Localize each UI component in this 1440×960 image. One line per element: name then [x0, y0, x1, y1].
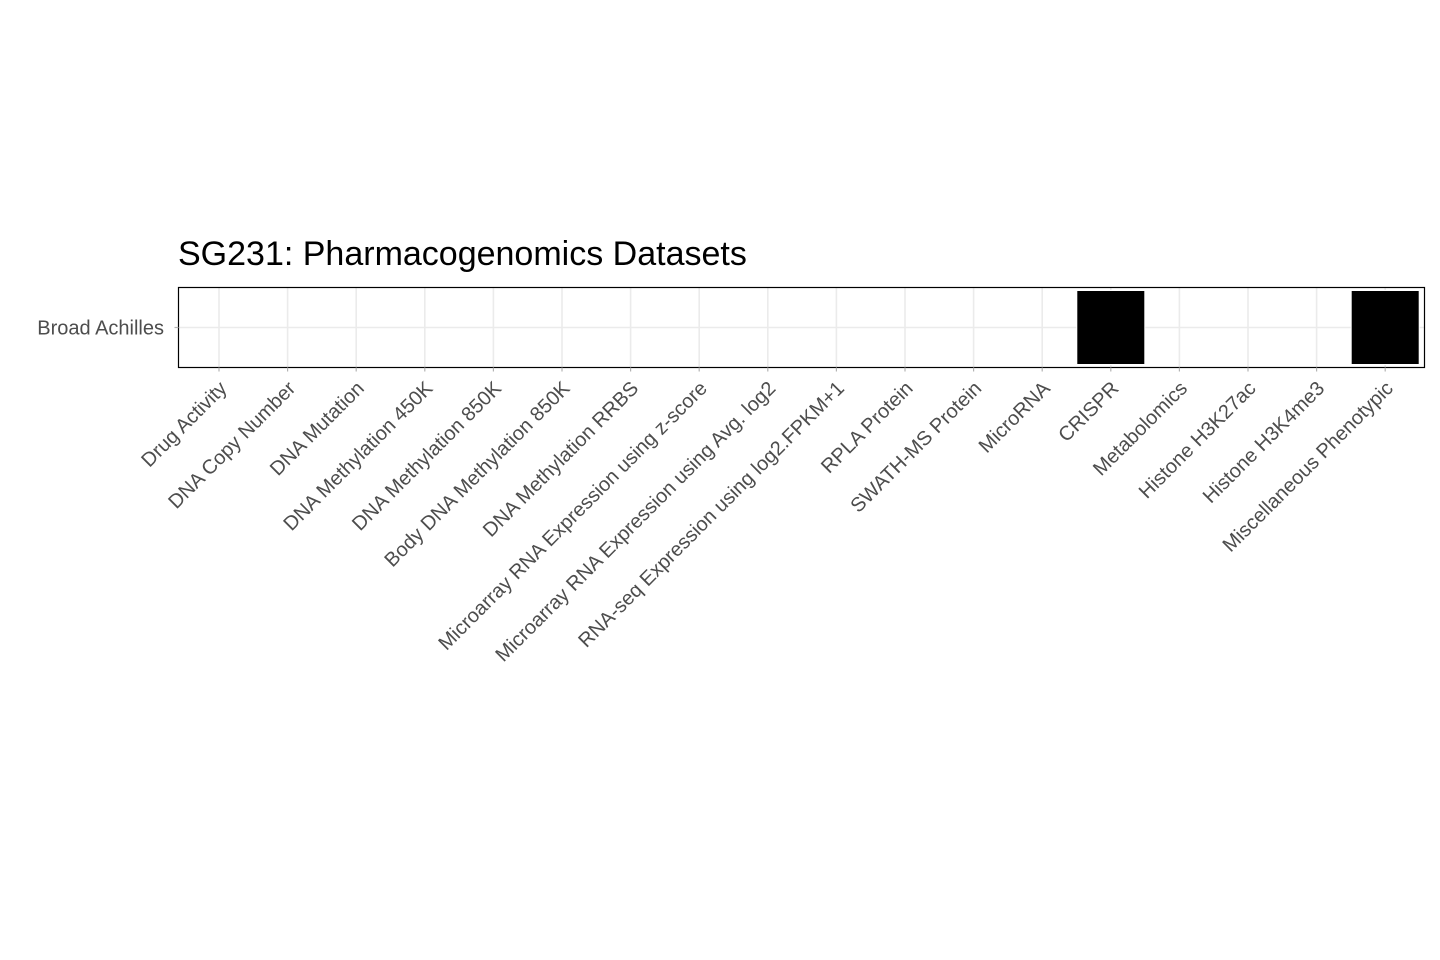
x-tick-label: Histone H3K27ac	[1135, 377, 1261, 503]
x-tick-label: SWATH-MS Protein	[846, 377, 986, 517]
x-tick-label: Histone H3K4me3	[1199, 377, 1329, 507]
x-tick-label: MicroRNA	[975, 377, 1055, 457]
chart-title: SG231: Pharmacogenomics Datasets	[178, 235, 747, 273]
grid-lines	[178, 287, 1425, 368]
x-tick-label: DNA Copy Number	[164, 377, 300, 513]
heatmap-cells	[1076, 290, 1420, 365]
x-tick-label: CRISPR	[1054, 377, 1123, 446]
heatmap-cell	[1350, 290, 1420, 365]
y-axis: Broad Achilles	[37, 318, 179, 340]
heatmap-cell	[1076, 290, 1146, 365]
y-tick-label: Broad Achilles	[37, 318, 164, 340]
